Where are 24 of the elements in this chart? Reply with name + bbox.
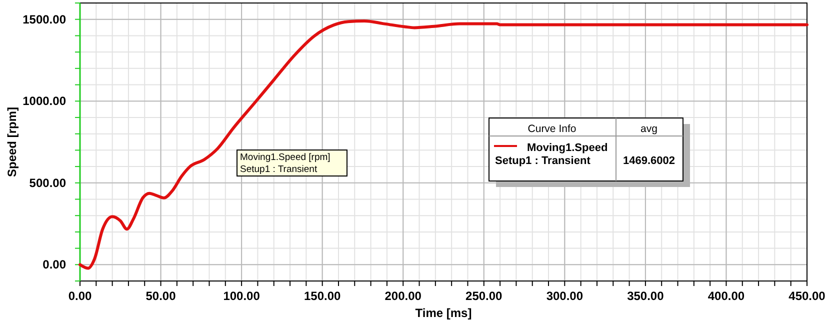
- y-tick-label: 1500.00: [22, 12, 66, 26]
- y-tick-label: 500.00: [29, 176, 66, 190]
- annotation: Moving1.Speed [rpm]: [240, 152, 330, 163]
- x-tick-label: 350.00: [627, 289, 664, 303]
- line-series: [78, 19, 808, 270]
- x-tick-label: 150.00: [304, 289, 342, 303]
- x-tick-label: 100.00: [223, 289, 260, 303]
- x-tick-label: 0.00: [68, 289, 92, 303]
- y-tick-label: 1000.00: [22, 94, 66, 108]
- annotation: Setup1 : Transient: [240, 164, 318, 175]
- x-tick-label: 450.00: [788, 289, 826, 303]
- y-tick-label: 0.00: [42, 258, 66, 272]
- x-tick-label: 200.00: [384, 289, 422, 303]
- annotation: avg: [640, 123, 658, 135]
- x-tick-label: 250.00: [466, 289, 503, 303]
- x-axis-title: Time [ms]: [415, 306, 472, 320]
- x-tick-label: 300.00: [546, 289, 584, 303]
- annotation: 1469.6002: [623, 155, 675, 167]
- annotation: Setup1 : Transient: [495, 155, 591, 167]
- legend-label: Moving1.Speed: [527, 142, 608, 154]
- x-tick-label: 50.00: [146, 289, 176, 303]
- annotation: Curve Info: [528, 123, 576, 135]
- y-axis-title: Speed [rpm]: [5, 106, 19, 178]
- x-tick-label: 400.00: [708, 289, 745, 303]
